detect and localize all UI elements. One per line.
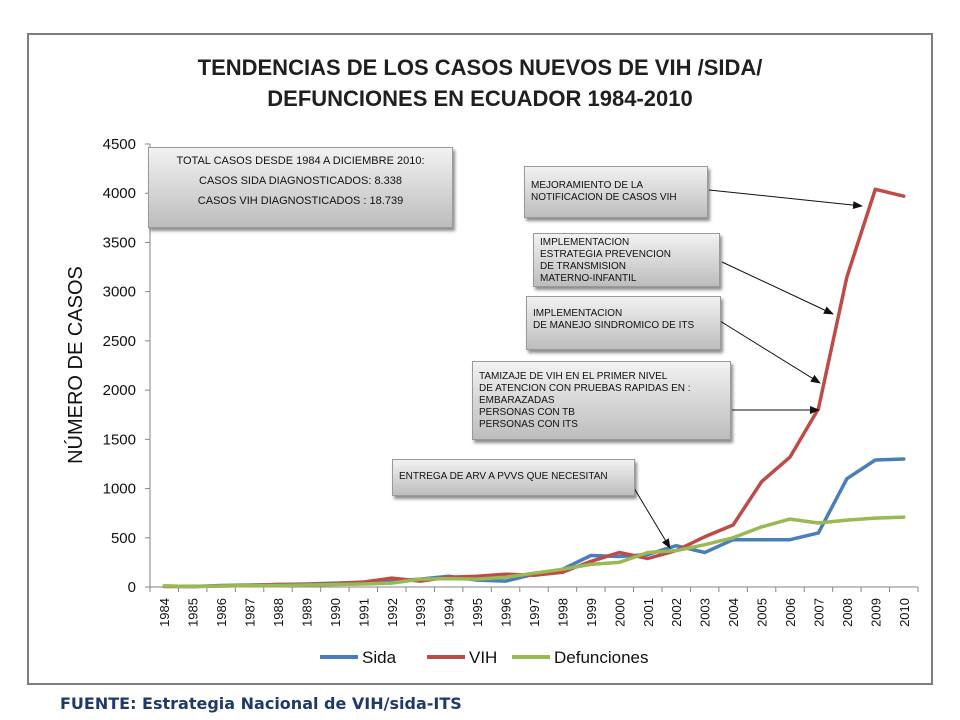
x-tick-label: 2000 — [612, 598, 627, 627]
x-tick-label: 2001 — [641, 598, 656, 627]
x-tick-label: 1985 — [186, 598, 201, 627]
annotation-arrow-2 — [721, 261, 834, 315]
y-tick-label: 3000 — [103, 284, 136, 301]
x-tick-label: 1989 — [299, 598, 314, 627]
x-tick-label: 1990 — [328, 598, 343, 627]
note-mejoramiento: MEJORAMIENTO DE LA NOTIFICACION DE CASOS… — [524, 166, 708, 218]
y-axis-label: NÚMERO DE CASOS — [64, 266, 87, 464]
series-line-defunciones — [162, 515, 906, 589]
legend-label-vih: VIH — [469, 648, 497, 667]
source-note: FUENTE: Estrategia Nacional de VIH/sida-… — [60, 694, 462, 713]
note-entrega-arv: ENTREGA DE ARV A PVVS QUE NECESITAN — [392, 459, 635, 496]
x-tick-label: 1991 — [356, 598, 371, 627]
legend-label-defunciones: Defunciones — [554, 648, 649, 667]
x-tick-label: 1986 — [214, 598, 229, 627]
y-tick-label: 500 — [111, 530, 136, 547]
note-tamizaje: TAMIZAJE DE VIH EN EL PRIMER NIVEL DE AT… — [472, 361, 731, 440]
chart-title-line-2: DEFUNCIONES EN ECUADOR 1984-2010 — [267, 86, 692, 111]
x-tick-label: 1992 — [385, 598, 400, 627]
y-tick-label: 2500 — [103, 333, 136, 350]
y-tick-label: 0 — [128, 579, 136, 596]
y-tick-label: 4000 — [103, 185, 136, 202]
x-tick-label: 1993 — [413, 598, 428, 627]
x-tick-label: 2010 — [897, 598, 912, 627]
x-tick-label: 2006 — [783, 598, 798, 627]
x-tick-label: 1988 — [271, 598, 286, 627]
annotation-arrows — [627, 189, 863, 549]
x-tick-label: 1984 — [157, 598, 172, 627]
x-tick-label: 2009 — [868, 598, 883, 627]
note-totals: TOTAL CASOS DESDE 1984 A DICIEMBRE 2010:… — [148, 147, 453, 228]
legend: Sida VIH Defunciones — [320, 648, 649, 667]
axes: 0 500 1000 1500 2000 2500 3000 3500 4000 4500 1984… — [103, 136, 919, 627]
legend-label-sida: Sida — [362, 648, 397, 667]
y-tick-label: 2000 — [103, 382, 136, 399]
annotation-arrow-1 — [708, 189, 863, 210]
note-prevencion-materno-infantil: IMPLEMENTACION ESTRATEGIA PREVENCION DE … — [533, 233, 720, 287]
chart-title-line-1: TENDENCIAS DE LOS CASOS NUEVOS DE VIH /S… — [198, 55, 763, 80]
x-tick-label: 2007 — [811, 598, 826, 627]
x-tick-label: 1995 — [470, 598, 485, 627]
x-tick-label: 2005 — [755, 598, 770, 627]
x-tick-label: 2002 — [669, 598, 684, 627]
x-tick-label: 1997 — [527, 598, 542, 627]
x-tick-label: 1994 — [442, 598, 457, 627]
y-tick-label: 4500 — [103, 136, 136, 153]
x-tick-label: 1998 — [555, 598, 570, 627]
note-manejo-sindromico: IMPLEMENTACION DE MANEJO SINDROMICO DE I… — [526, 296, 721, 350]
x-tick-label: 2004 — [726, 598, 741, 627]
x-tick-label: 2003 — [698, 598, 713, 627]
x-tick-label: 1999 — [584, 598, 599, 627]
x-tick-label: 1987 — [243, 598, 258, 627]
y-tick-label: 1500 — [103, 431, 136, 448]
x-tick-label: 2008 — [840, 598, 855, 627]
annotation-arrow-3 — [719, 320, 821, 384]
series-lines — [162, 187, 906, 589]
y-tick-label: 1000 — [103, 481, 136, 498]
annotation-arrow-5 — [627, 477, 671, 549]
x-tick-label: 1996 — [499, 598, 514, 627]
y-tick-label: 3500 — [103, 234, 136, 251]
